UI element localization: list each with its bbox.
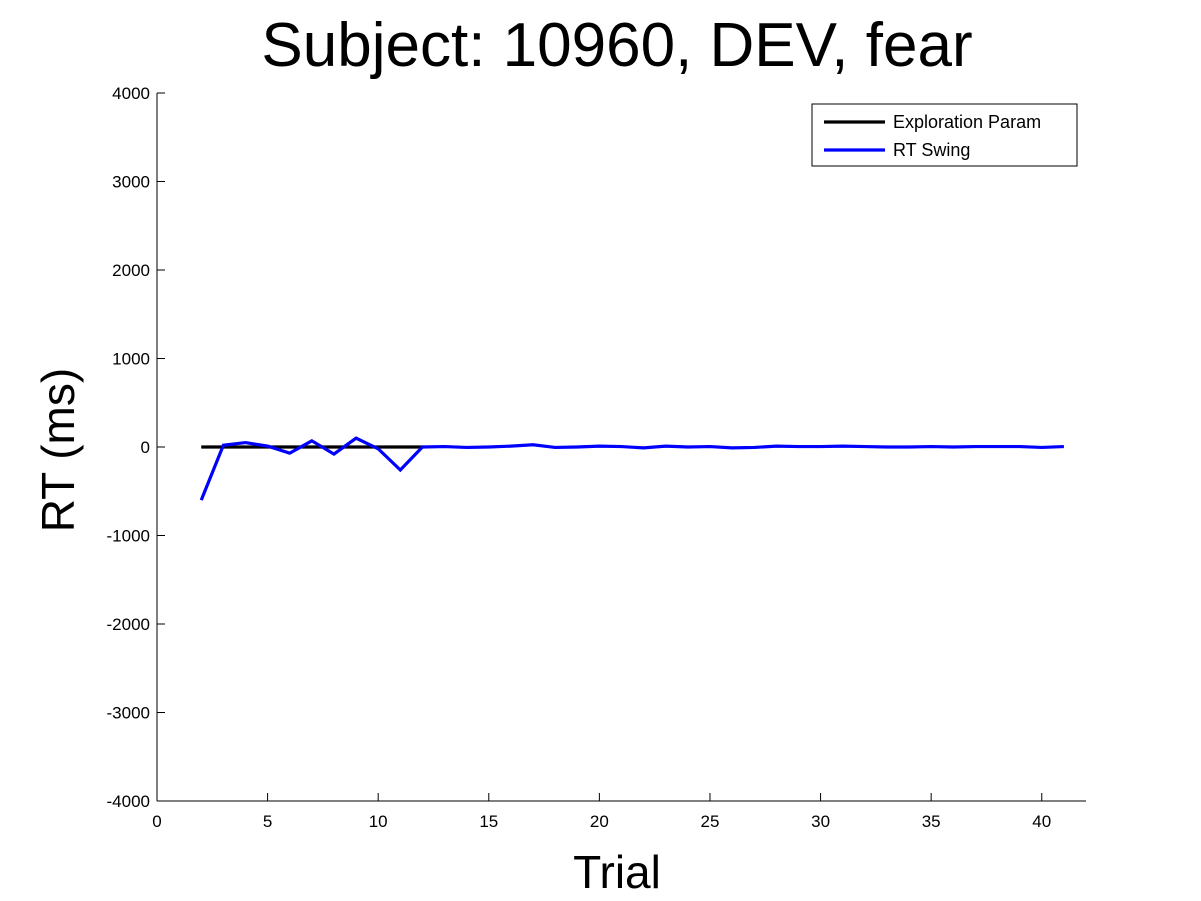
x-tick-label: 10 xyxy=(369,812,388,831)
y-tick-label: 4000 xyxy=(112,84,150,103)
x-tick-label: 40 xyxy=(1032,812,1051,831)
legend: Exploration Param RT Swing xyxy=(811,103,1078,167)
legend-box xyxy=(811,103,1078,167)
x-tick-label: 30 xyxy=(811,812,830,831)
y-tick-label: 1000 xyxy=(112,350,150,369)
y-tick-label: -1000 xyxy=(107,527,150,546)
y-tick-label: -3000 xyxy=(107,704,150,723)
legend-label-exploration-param: Exploration Param xyxy=(893,112,1041,132)
legend-label-rt-swing: RT Swing xyxy=(893,140,970,160)
series-line-rt-swing xyxy=(199,436,1064,501)
y-tick-label: -2000 xyxy=(107,615,150,634)
x-tick-label: 0 xyxy=(152,812,161,831)
y-tick-label: 3000 xyxy=(112,173,150,192)
y-tick-label: 2000 xyxy=(112,261,150,280)
x-tick-label: 25 xyxy=(701,812,720,831)
y-axis-label: RT (ms) xyxy=(32,368,84,532)
y-tick-label: 0 xyxy=(141,438,150,457)
x-tick-label: 35 xyxy=(922,812,941,831)
x-axis-label: Trial xyxy=(573,846,661,898)
x-tick-label: 5 xyxy=(263,812,272,831)
x-tick-label: 15 xyxy=(479,812,498,831)
x-tick-label: 20 xyxy=(590,812,609,831)
y-tick-label: -4000 xyxy=(107,792,150,811)
series-layer xyxy=(199,436,1064,501)
axes: 0 5 10 15 20 25 30 35 40 -4000 -3000 -2000 -1000 0 100… xyxy=(107,84,1086,831)
chart-title: Subject: 10960, DEV, fear xyxy=(261,11,972,80)
